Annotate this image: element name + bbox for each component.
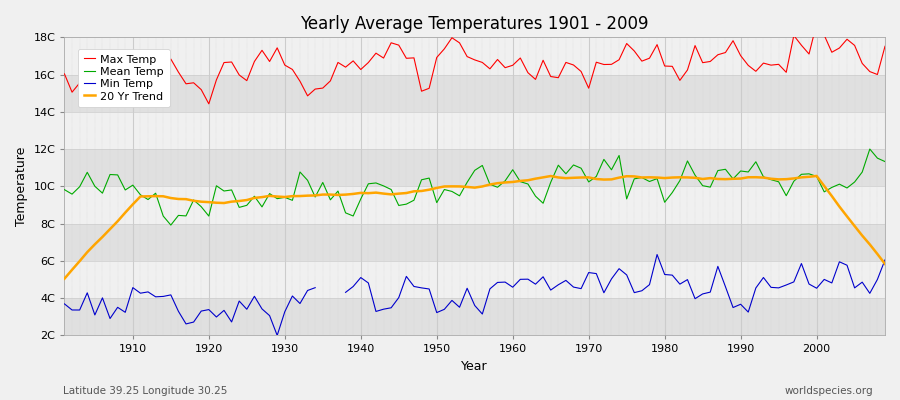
- Bar: [65, 186, 885, 224]
- Max Temp: [515, 56, 526, 60]
- Min Temp: [606, 276, 616, 281]
- Title: Yearly Average Temperatures 1901 - 2009: Yearly Average Temperatures 1901 - 2009: [301, 15, 649, 33]
- Line: Max Temp: Max Temp: [65, 24, 885, 104]
- 20 Yr Trend: [879, 262, 890, 266]
- 20 Yr Trend: [59, 276, 70, 281]
- Bar: [65, 261, 885, 298]
- Mean Temp: [508, 167, 518, 172]
- Bar: [65, 149, 885, 186]
- Line: 20 Yr Trend: 20 Yr Trend: [65, 176, 885, 279]
- Mean Temp: [879, 159, 890, 164]
- Min Temp: [515, 277, 526, 282]
- Mean Temp: [515, 179, 526, 184]
- 20 Yr Trend: [811, 174, 822, 178]
- Mean Temp: [294, 170, 305, 174]
- Min Temp: [59, 302, 70, 306]
- Max Temp: [203, 102, 214, 106]
- Max Temp: [59, 72, 70, 76]
- 20 Yr Trend: [598, 177, 609, 182]
- Min Temp: [340, 290, 351, 295]
- Legend: Max Temp, Mean Temp, Min Temp, 20 Yr Trend: Max Temp, Mean Temp, Min Temp, 20 Yr Tre…: [78, 49, 169, 107]
- Min Temp: [508, 285, 518, 290]
- Mean Temp: [166, 223, 176, 228]
- Mean Temp: [340, 210, 351, 215]
- Mean Temp: [606, 167, 616, 172]
- Max Temp: [294, 79, 305, 84]
- X-axis label: Year: Year: [462, 360, 488, 373]
- Bar: [65, 37, 885, 74]
- Y-axis label: Temperature: Temperature: [15, 147, 28, 226]
- Max Temp: [120, 73, 130, 78]
- Line: Mean Temp: Mean Temp: [65, 149, 885, 225]
- 20 Yr Trend: [500, 180, 510, 185]
- 20 Yr Trend: [508, 180, 518, 184]
- 20 Yr Trend: [333, 192, 344, 197]
- Bar: [65, 298, 885, 336]
- Max Temp: [879, 44, 890, 49]
- Min Temp: [120, 310, 130, 315]
- Bar: [65, 224, 885, 261]
- Text: Latitude 39.25 Longitude 30.25: Latitude 39.25 Longitude 30.25: [63, 386, 228, 396]
- Max Temp: [340, 65, 351, 70]
- Max Temp: [606, 62, 616, 67]
- Line: Min Temp: Min Temp: [65, 254, 885, 336]
- Max Temp: [811, 21, 822, 26]
- 20 Yr Trend: [287, 194, 298, 198]
- Mean Temp: [120, 188, 130, 192]
- Bar: [65, 74, 885, 112]
- Min Temp: [879, 258, 890, 262]
- Min Temp: [287, 294, 298, 298]
- Max Temp: [508, 63, 518, 68]
- Mean Temp: [59, 187, 70, 192]
- 20 Yr Trend: [120, 210, 130, 215]
- Text: worldspecies.org: worldspecies.org: [785, 386, 873, 396]
- Mean Temp: [864, 147, 875, 152]
- Bar: [65, 112, 885, 149]
